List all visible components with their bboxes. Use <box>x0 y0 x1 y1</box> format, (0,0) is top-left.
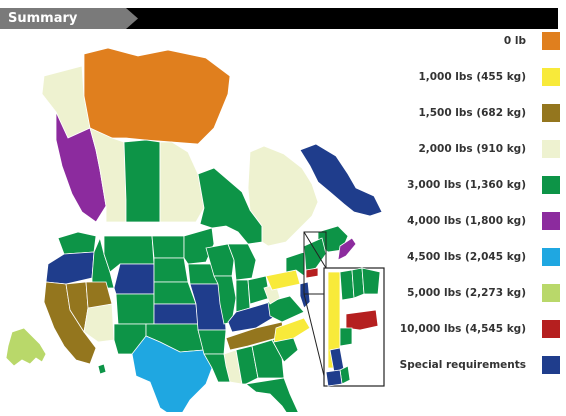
legend-swatch <box>542 32 560 50</box>
legend-label: 0 lb <box>503 35 526 47</box>
inset-region-maine <box>361 267 381 295</box>
region-oregon <box>45 251 95 285</box>
region-new-york <box>285 251 305 277</box>
region-nebraska <box>153 281 197 305</box>
header-tab <box>0 8 138 29</box>
region-manitoba <box>159 141 205 223</box>
region-north-dakota <box>151 235 185 259</box>
legend-item: 2,000 lbs (910 kg) <box>360 139 560 159</box>
region-texas <box>131 335 213 416</box>
weight-map <box>5 47 385 416</box>
region-ontario <box>197 167 263 245</box>
region-yukon <box>41 65 91 139</box>
legend: 0 lb 1,000 lbs (455 kg) 1,500 lbs (682 kg)… <box>360 30 560 390</box>
region-wisconsin <box>205 243 235 277</box>
region-pennsylvania <box>265 269 301 291</box>
region-alabama <box>235 345 259 385</box>
legend-item: 1,500 lbs (682 kg) <box>360 103 560 123</box>
legend-item: 5,000 lbs (2,273 kg) <box>360 283 560 303</box>
region-alaska <box>5 327 47 367</box>
inset-region-maryland <box>325 369 343 387</box>
region-florida <box>245 377 301 416</box>
region-georgia <box>251 339 285 379</box>
region-saskatchewan <box>123 139 161 223</box>
region-alberta <box>89 127 127 223</box>
inset-region-massachusetts <box>345 309 379 331</box>
legend-swatch <box>542 176 560 194</box>
region-colorado <box>115 293 155 325</box>
region-kansas <box>153 303 199 325</box>
legend-label: 10,000 lbs (4,545 kg) <box>399 323 526 335</box>
region-north-carolina <box>273 317 311 343</box>
inset-source-box <box>303 231 327 295</box>
region-northwest-territories-nunavut <box>83 47 231 145</box>
legend-swatch <box>542 140 560 158</box>
region-michigan <box>227 243 257 281</box>
region-minnesota <box>183 227 215 265</box>
legend-swatch <box>542 356 560 374</box>
map-container <box>0 32 400 416</box>
legend-swatch <box>542 284 560 302</box>
region-virginia <box>267 295 305 323</box>
page-title: Summary <box>8 11 78 26</box>
inset-region-connecticut <box>339 327 353 347</box>
legend-label: 1,500 lbs (682 kg) <box>418 107 526 119</box>
legend-item: Special requirements <box>360 355 560 375</box>
inset-connector <box>303 293 327 385</box>
legend-swatch <box>542 320 560 338</box>
region-indiana <box>235 279 251 313</box>
legend-label: 5,000 lbs (2,273 kg) <box>407 287 526 299</box>
region-quebec <box>247 145 319 247</box>
region-massachusetts <box>305 267 319 279</box>
header-bar <box>0 8 558 29</box>
region-wyoming <box>113 263 155 295</box>
region-arizona <box>83 303 115 343</box>
inset-regions <box>325 267 381 387</box>
legend-label: 3,000 lbs (1,360 kg) <box>407 179 526 191</box>
top-strip <box>0 0 566 6</box>
legend-label: 4,000 lbs (1,800 kg) <box>407 215 526 227</box>
region-maryland-delaware-nj <box>299 281 311 309</box>
legend-label: Special requirements <box>399 359 526 371</box>
legend-item: 0 lb <box>360 31 560 51</box>
region-new-england <box>303 237 327 273</box>
legend-swatch <box>542 212 560 230</box>
legend-item: 3,000 lbs (1,360 kg) <box>360 175 560 195</box>
region-south-dakota <box>153 257 189 283</box>
legend-swatch <box>542 248 560 266</box>
region-british-columbia <box>55 111 107 223</box>
map-inset <box>303 231 385 387</box>
inset-region-vermont <box>339 269 355 301</box>
legend-label: 2,000 lbs (910 kg) <box>418 143 526 155</box>
legend-label: 4,500 lbs (2,045 kg) <box>407 251 526 263</box>
legend-item: 10,000 lbs (4,545 kg) <box>360 319 560 339</box>
legend-swatch <box>542 104 560 122</box>
region-washington <box>57 231 97 255</box>
legend-label: 1,000 lbs (455 kg) <box>418 71 526 83</box>
region-idaho <box>91 236 115 289</box>
legend-item: 4,500 lbs (2,045 kg) <box>360 247 560 267</box>
region-newfoundland-labrador <box>299 143 383 217</box>
legend-item: 1,000 lbs (455 kg) <box>360 67 560 87</box>
region-nova-scotia <box>337 237 357 261</box>
map-regions <box>5 47 383 416</box>
inset-connector <box>303 231 327 269</box>
legend-item: 4,000 lbs (1,800 kg) <box>360 211 560 231</box>
legend-swatch <box>542 68 560 86</box>
